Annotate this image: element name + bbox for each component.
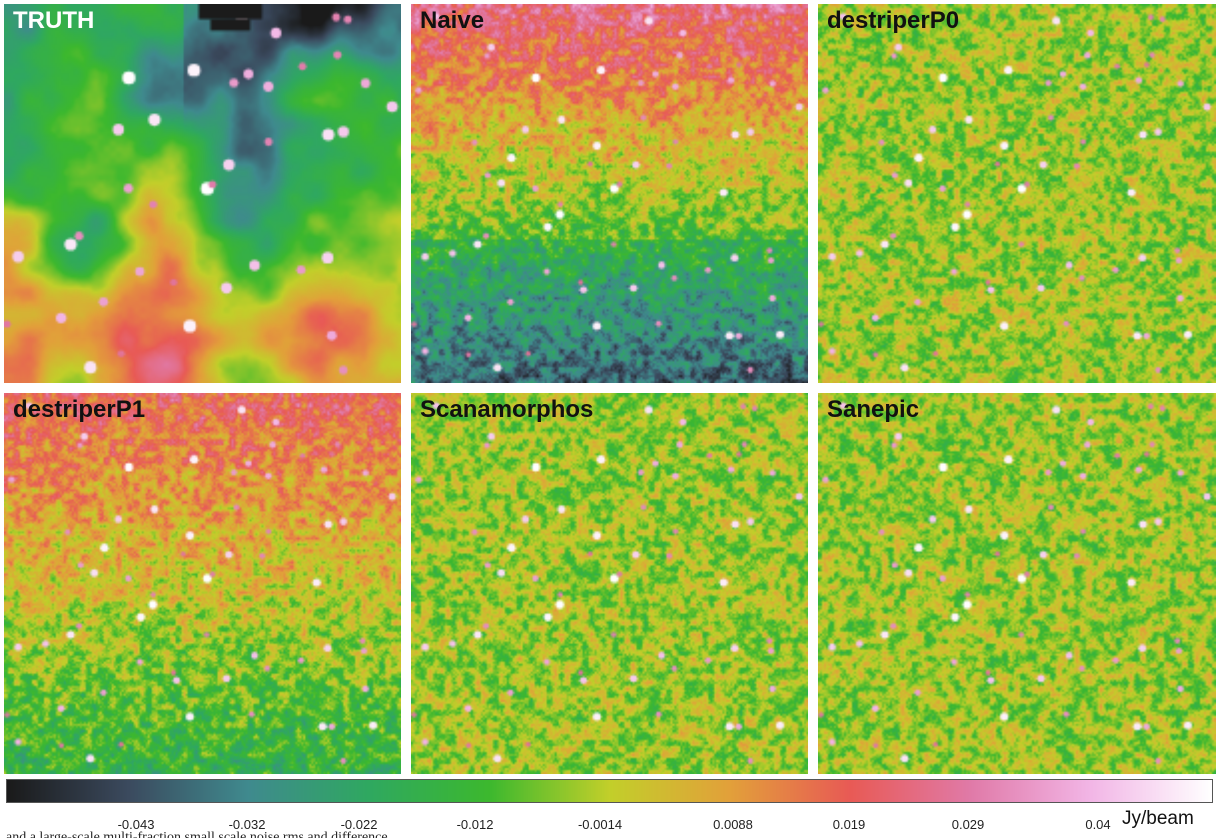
panel-label-sanepic: Sanepic (827, 396, 920, 423)
panel-label-scanamorphos: Scanamorphos (420, 396, 594, 423)
panel-label-truth: TRUTH (13, 7, 95, 34)
map-image-sanepic (818, 393, 1216, 774)
panel-label-naive: Naive (420, 7, 485, 34)
colorbar-tick: -0.043 (117, 817, 155, 832)
map-image-naive (411, 4, 808, 383)
colorbar-tick: 0.019 (832, 817, 866, 832)
colorbar-tick: -0.022 (340, 817, 378, 832)
map-panel-sanepic: Sanepic (818, 393, 1216, 774)
map-image-scanamorphos (411, 393, 808, 774)
colorbar-tick: 0.04 (1085, 817, 1111, 832)
colorbar-unit: Jy/beam (1122, 808, 1194, 829)
colorbar-tick: 0.0088 (713, 817, 753, 832)
map-image-truth (4, 4, 401, 383)
colorbar-tick: -0.012 (456, 817, 494, 832)
panel-label-destriper-p1: destriperP1 (13, 396, 146, 423)
colorbar-gradient (7, 780, 1212, 802)
colorbar-tick: -0.0014 (577, 817, 623, 832)
map-panel-destriper-p1: destriperP1 (4, 393, 401, 774)
map-image-destriper-p0 (818, 4, 1216, 383)
map-image-destriper-p1 (4, 393, 401, 774)
colorbar-tick: 0.029 (951, 817, 985, 832)
map-panel-naive: Naive (411, 4, 808, 383)
map-grid: TRUTH Naive destriperP0 destriperP1 Scan… (4, 4, 1216, 774)
map-panel-destriper-p0: destriperP0 (818, 4, 1216, 383)
figure-caption: and a large-scale multi-fraction small s… (6, 831, 388, 838)
map-panel-scanamorphos: Scanamorphos (411, 393, 808, 774)
panel-label-destriper-p0: destriperP0 (827, 7, 960, 34)
map-panel-truth: TRUTH (4, 4, 401, 383)
colorbar (6, 779, 1213, 803)
colorbar-tick: -0.032 (228, 817, 266, 832)
